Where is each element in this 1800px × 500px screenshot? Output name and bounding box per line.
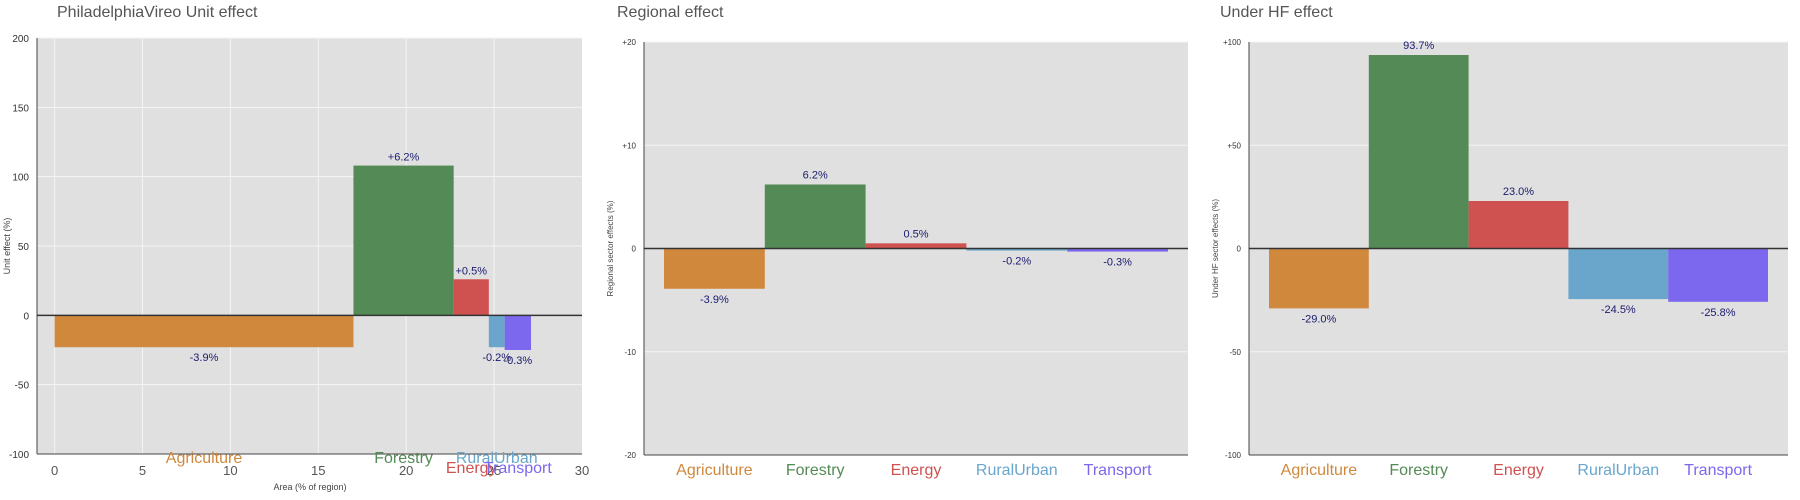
bar-agriculture: [1269, 248, 1369, 309]
category-label-transport: Transport: [1684, 462, 1752, 479]
category-label-ruralurban: RuralUrban: [976, 462, 1058, 479]
under-hf-effect-chart: +100 +50 0 -50 -100 -29.0% Agriculture 93.7% For…: [1211, 38, 1788, 479]
y-axis-label: Unit effect (%): [2, 218, 12, 275]
x-axis-label: Area (% of region): [273, 482, 346, 492]
data-label-transport: -0.3%: [503, 355, 532, 367]
x-tick-label: 0: [51, 463, 58, 478]
category-label-forestry: Forestry: [1389, 462, 1448, 479]
unit-effect-chart: 200 150 100 50 0 -50 -100 0 5 10 15 20 25 30 -3.9% +6.2…: [2, 34, 589, 492]
category-label-transport: Transport: [1084, 462, 1152, 479]
data-label-ruralurban: -0.2%: [1002, 256, 1031, 268]
y-axis-label: Under HF sector effects (%): [1211, 199, 1220, 298]
under-hf-effect-title: Under HF effect: [1220, 4, 1333, 21]
regional-effect-chart: +20 +10 0 -10 -20 -3.9% Agriculture 6.2% Forestr…: [606, 38, 1188, 479]
y-tick-label: -100: [9, 450, 29, 461]
y-tick-label: +20: [622, 38, 636, 47]
regional-effect-title: Regional effect: [617, 4, 724, 21]
category-label-forestry: Forestry: [374, 450, 433, 467]
bar-transport: [1067, 248, 1168, 252]
y-tick-label: -50: [15, 381, 30, 392]
category-label-agriculture: Agriculture: [166, 450, 243, 467]
category-label-ruralurban: RuralUrban: [456, 450, 538, 467]
bar-energy: [865, 243, 967, 249]
data-label-agriculture: -3.9%: [700, 294, 729, 306]
bar-agriculture: [664, 248, 765, 289]
data-label-energy: +0.5%: [455, 265, 487, 277]
regional-effect-panel: Regional effect +20 +10 0 -10 -20 -3.9% Agricu…: [600, 0, 1200, 500]
data-label-forestry: 93.7%: [1403, 40, 1434, 52]
y-tick-label: -10: [624, 348, 636, 357]
y-tick-label: -100: [1225, 451, 1242, 460]
y-tick-label: 100: [12, 173, 29, 184]
category-label-energy: Energy: [1493, 462, 1544, 479]
data-label-energy: 0.5%: [903, 228, 928, 240]
y-axis-label: Regional sector effects (%): [606, 200, 615, 296]
data-label-forestry: +6.2%: [388, 152, 420, 164]
bar-forestry: [1368, 55, 1469, 249]
data-label-energy: 23.0%: [1503, 186, 1534, 198]
data-label-agriculture: -29.0%: [1301, 313, 1336, 325]
x-tick-label: 30: [575, 463, 589, 478]
data-label-ruralurban: -0.2%: [482, 352, 511, 364]
y-tick-label: -50: [1229, 348, 1241, 357]
x-tick-label: 5: [139, 463, 146, 478]
bar-forestry: [764, 184, 866, 249]
bar-transport: [504, 315, 532, 350]
category-label-energy: Energy: [891, 462, 942, 479]
bar-ruralurban: [1568, 248, 1669, 300]
unit-effect-title: PhiladelphiaVireo Unit effect: [57, 4, 258, 21]
x-tick-label: 15: [311, 463, 325, 478]
under-hf-effect-panel: Under HF effect +100 +50 0 -50 -100 -29.0% Agr…: [1200, 0, 1800, 500]
y-tick-label: 0: [1237, 245, 1242, 254]
category-label-energy: Energy: [446, 460, 497, 477]
category-label-ruralurban: RuralUrban: [1577, 462, 1659, 479]
x-tick-label: 20: [399, 463, 413, 478]
y-tick-label: 150: [12, 103, 29, 114]
category-label-agriculture: Agriculture: [676, 462, 753, 479]
data-label-forestry: 6.2%: [803, 169, 828, 181]
y-tick-label: +50: [1227, 141, 1241, 150]
x-tick-label: 25: [487, 463, 501, 478]
y-tick-label: +10: [622, 141, 636, 150]
data-label-transport: -25.8%: [1701, 307, 1736, 319]
bar-transport: [1668, 248, 1768, 302]
y-tick-label: 0: [632, 245, 637, 254]
category-label-transport: Transport: [484, 460, 552, 477]
data-label-transport: -0.3%: [1103, 257, 1132, 269]
bar-energy: [453, 279, 489, 316]
y-tick-label: 0: [23, 311, 29, 322]
bar-ruralurban: [966, 248, 1068, 251]
data-label-agriculture: -3.9%: [190, 352, 219, 364]
x-tick-label: 10: [223, 463, 237, 478]
category-label-agriculture: Agriculture: [1281, 462, 1358, 479]
bar-energy: [1468, 201, 1569, 249]
category-label-forestry: Forestry: [786, 462, 845, 479]
y-tick-label: -20: [624, 451, 636, 460]
bar-forestry: [353, 165, 454, 316]
y-tick-label: +100: [1223, 38, 1242, 47]
bar-agriculture: [54, 315, 354, 348]
unit-effect-panel: PhiladelphiaVireo Unit effect 200 150 100 5…: [0, 0, 600, 500]
bar-ruralurban: [488, 315, 505, 348]
y-tick-label: 200: [12, 34, 29, 45]
data-label-ruralurban: -24.5%: [1601, 304, 1636, 316]
y-tick-label: 50: [18, 242, 30, 253]
